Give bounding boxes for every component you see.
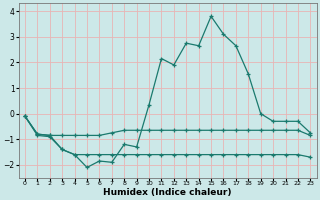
X-axis label: Humidex (Indice chaleur): Humidex (Indice chaleur) [103,188,232,197]
